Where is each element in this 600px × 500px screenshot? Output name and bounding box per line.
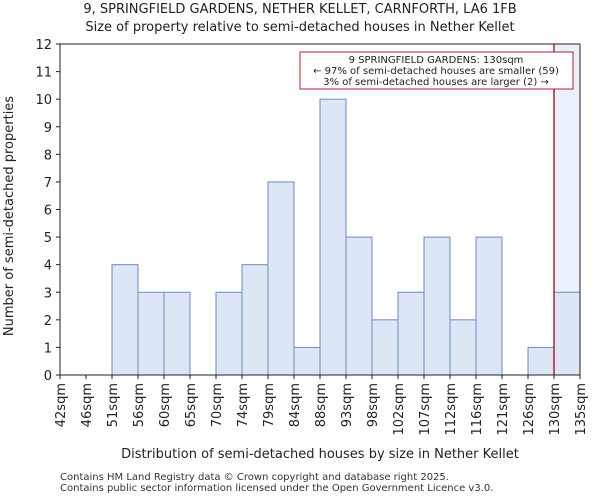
bar-51sqm xyxy=(111,264,139,376)
y-tick-label: 11 xyxy=(35,66,52,81)
x-tick-label: 60sqm xyxy=(158,383,173,427)
bar-112sqm xyxy=(449,319,477,376)
footer: Contains HM Land Registry data © Crown c… xyxy=(60,472,493,494)
y-tick-label: 6 xyxy=(44,204,52,219)
x-tick-label: 98sqm xyxy=(366,383,381,427)
x-ticks: 42sqm 46sqm 51sqm 56sqm 60sqm 65sqm 70sqm 74sqm… xyxy=(54,375,589,436)
x-tick-label: 56sqm xyxy=(132,383,147,427)
y-tick-label: 4 xyxy=(44,259,52,274)
y-axis-label: Number of semi-detached properties xyxy=(2,96,17,336)
bar-60sqm xyxy=(163,291,191,376)
bars xyxy=(111,98,581,376)
bar-70sqm xyxy=(215,291,243,376)
x-tick-label: 42sqm xyxy=(54,383,69,427)
footer-line-2: Contains public sector information licen… xyxy=(60,483,494,494)
y-tick-label: 8 xyxy=(44,148,52,163)
x-tick-label: 112sqm xyxy=(444,383,459,436)
x-tick-label: 65sqm xyxy=(184,383,199,427)
bar-84sqm xyxy=(293,346,321,376)
chart-title: 9, SPRINGFIELD GARDENS, NETHER KELLET, C… xyxy=(83,2,517,17)
x-tick-label: 79sqm xyxy=(262,383,277,427)
x-tick-label: 121sqm xyxy=(496,383,511,436)
bar-74sqm xyxy=(241,264,269,376)
y-tick-label: 1 xyxy=(44,341,52,356)
y-tick-label: 12 xyxy=(35,38,52,53)
bar-130sqm xyxy=(553,291,581,376)
bar-107sqm xyxy=(423,236,451,376)
x-tick-label: 102sqm xyxy=(392,383,407,436)
bar-126sqm xyxy=(527,346,555,376)
bar-116sqm xyxy=(475,236,503,376)
x-tick-label: 107sqm xyxy=(418,383,433,436)
annotation-line-1: 9 SPRINGFIELD GARDENS: 130sqm xyxy=(349,55,524,66)
bar-93sqm xyxy=(345,236,373,376)
x-tick-label: 84sqm xyxy=(288,383,303,427)
x-tick-label: 74sqm xyxy=(236,383,251,427)
y-tick-label: 10 xyxy=(35,93,52,108)
footer-line-1: Contains HM Land Registry data © Crown c… xyxy=(60,472,449,483)
bar-98sqm xyxy=(371,319,399,376)
x-tick-label: 126sqm xyxy=(522,383,537,436)
x-tick-label: 70sqm xyxy=(210,383,225,427)
x-tick-label: 93sqm xyxy=(340,383,355,427)
y-tick-label: 2 xyxy=(44,314,52,329)
x-tick-label: 130sqm xyxy=(548,383,563,436)
annotation-line-3: 3% of semi-detached houses are larger (2… xyxy=(323,77,549,88)
bar-102sqm xyxy=(397,291,425,376)
chart-subtitle: Size of property relative to semi-detach… xyxy=(85,20,515,35)
bar-88sqm xyxy=(319,98,347,376)
x-tick-label: 88sqm xyxy=(314,383,329,427)
x-tick-label: 51sqm xyxy=(106,383,121,427)
annotation-line-2: ← 97% of semi-detached houses are smalle… xyxy=(313,66,559,77)
y-tick-label: 9 xyxy=(44,121,52,136)
y-tick-label: 3 xyxy=(44,286,52,301)
x-axis-label: Distribution of semi-detached houses by … xyxy=(121,447,519,462)
annotation-border xyxy=(299,51,574,90)
y-tick-label: 5 xyxy=(44,231,52,246)
y-tick-label: 7 xyxy=(44,176,52,191)
x-tick-label: 116sqm xyxy=(470,383,485,436)
x-tick-label: 135sqm xyxy=(574,383,589,436)
bar-79sqm xyxy=(267,181,295,376)
x-tick-label: 46sqm xyxy=(80,383,95,427)
y-tick-label: 0 xyxy=(44,369,52,384)
bar-56sqm xyxy=(137,291,165,376)
annotation-box: 9 SPRINGFIELD GARDENS: 130sqm ← 97% of s… xyxy=(299,51,574,90)
